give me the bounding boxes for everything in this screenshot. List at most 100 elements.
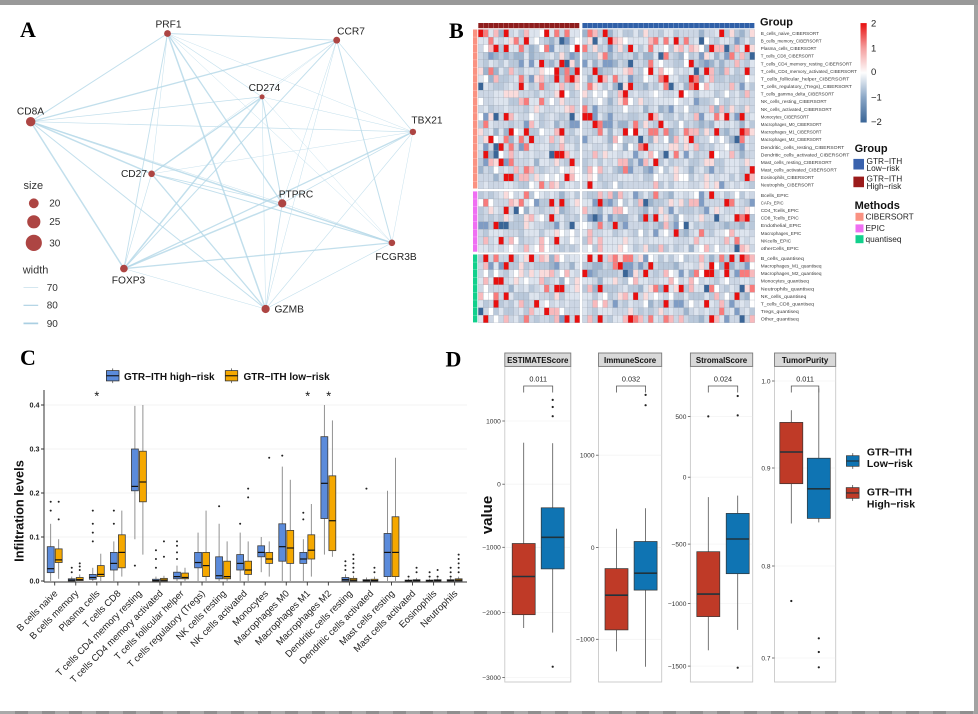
svg-text:*: * [326,390,331,404]
svg-text:FOXP3: FOXP3 [112,276,146,287]
svg-text:Dendritic_cells_activated_CIBE: Dendritic_cells_activated_CIBERSORT [761,152,850,157]
svg-text:ESTIMATEScore: ESTIMATEScore [507,356,569,365]
svg-text:0.2: 0.2 [30,488,40,497]
svg-text:−1000: −1000 [482,545,501,552]
svg-text:0.8: 0.8 [761,563,770,570]
svg-text:Other_quantiseq: Other_quantiseq [761,317,800,322]
svg-text:GTR−ITH: GTR−ITH [867,174,903,184]
svg-text:Dendritic_cells_resting_CIBERS: Dendritic_cells_resting_CIBERSORT [761,145,845,150]
svg-text:CD8A: CD8A [17,106,44,117]
svg-text:NK_cells_quantiseq: NK_cells_quantiseq [761,294,807,299]
svg-text:PTPRC: PTPRC [279,190,314,201]
svg-text:80: 80 [47,301,59,312]
svg-text:0.9: 0.9 [761,465,770,472]
svg-text:70: 70 [47,283,59,294]
svg-text:Monocytes_CIBERSORT: Monocytes_CIBERSORT [761,114,809,119]
svg-text:0: 0 [683,475,687,482]
svg-text:30: 30 [49,238,61,249]
svg-text:0: 0 [591,545,595,552]
svg-text:0: 0 [497,482,501,489]
svg-text:0.024: 0.024 [714,375,732,384]
svg-text:size: size [24,180,44,192]
svg-text:Macrophages_M2_CIBERSORT: Macrophages_M2_CIBERSORT [761,137,822,142]
svg-text:Macrophages_M1_CIBERSORT: Macrophages_M1_CIBERSORT [761,130,822,135]
svg-text:T_cells_CD8_quantiseq: T_cells_CD8_quantiseq [761,301,815,306]
svg-text:Neutrophils_CIBERSORT: Neutrophils_CIBERSORT [761,183,815,188]
svg-text:Low−risk: Low−risk [867,458,913,470]
svg-text:TBX21: TBX21 [411,116,442,127]
svg-text:High−risk: High−risk [867,181,903,191]
svg-text:D: D [446,347,462,372]
svg-text:−1000: −1000 [668,601,687,608]
svg-text:T_cells_CD8_CIBERSORT: T_cells_CD8_CIBERSORT [761,54,815,59]
svg-text:B: B [449,18,464,43]
svg-text:0.011: 0.011 [796,375,814,384]
svg-text:Bcells_EPIC: Bcells_EPIC [761,193,789,198]
svg-text:High−risk: High−risk [867,498,915,510]
svg-text:CD4_Tcells_EPIC: CD4_Tcells_EPIC [761,208,799,213]
svg-text:CD27: CD27 [121,169,147,180]
svg-text:T_cells_CD4_memory_activated_C: T_cells_CD4_memory_activated_CIBERSORT [761,69,858,74]
svg-text:Low−risk: Low−risk [867,163,901,173]
svg-text:20: 20 [49,199,61,210]
svg-text:2: 2 [871,19,876,30]
svg-text:C: C [20,345,36,370]
svg-text:GTR−ITH: GTR−ITH [867,486,912,498]
svg-text:0.0: 0.0 [30,576,40,585]
svg-text:Macrophages_M1_quantiseq: Macrophages_M1_quantiseq [761,263,822,268]
svg-text:FCGR3B: FCGR3B [375,252,417,263]
svg-text:0.7: 0.7 [761,655,770,662]
svg-text:GTR−ITH: GTR−ITH [867,446,912,458]
svg-text:−500: −500 [672,542,687,549]
svg-text:1000: 1000 [580,453,595,460]
svg-text:25: 25 [49,217,61,228]
svg-text:−1000: −1000 [576,637,595,644]
svg-text:B_cells_quantiseq: B_cells_quantiseq [761,256,805,261]
svg-text:0.3: 0.3 [30,444,40,453]
svg-text:−1500: −1500 [668,664,687,671]
svg-text:Group: Group [855,143,888,155]
svg-text:−1: −1 [871,93,882,104]
svg-text:ImmuneScore: ImmuneScore [604,356,657,365]
svg-text:−2000: −2000 [482,610,501,617]
svg-text:B_cells_memory_CIBERSORT: B_cells_memory_CIBERSORT [761,38,822,43]
svg-text:Eosinophils_CIBERSORT: Eosinophils_CIBERSORT [761,175,815,180]
svg-text:GTR−ITH high−risk: GTR−ITH high−risk [124,372,215,383]
svg-text:width: width [22,265,49,277]
svg-text:−2: −2 [871,117,882,128]
svg-text:CAFs_EPIC: CAFs_EPIC [761,200,784,205]
svg-text:Mast_cells_resting_CIBERSORT: Mast_cells_resting_CIBERSORT [761,160,832,165]
svg-text:1.0: 1.0 [761,378,770,385]
svg-text:T_cells_regulatory_(Tregs)_CIB: T_cells_regulatory_(Tregs)_CIBERSORT [761,84,852,89]
svg-text:500: 500 [675,414,686,421]
svg-text:GTR−ITH low−risk: GTR−ITH low−risk [244,372,331,383]
svg-text:*: * [305,390,310,404]
svg-text:Group: Group [760,17,793,29]
svg-text:quantiseq: quantiseq [866,234,902,244]
svg-text:Plasma_cells_CIBERSORT: Plasma_cells_CIBERSORT [761,46,817,51]
svg-text:T_cells_CD4_memory_resting_CIB: T_cells_CD4_memory_resting_CIBERSORT [761,61,852,66]
svg-text:1: 1 [871,44,876,55]
svg-text:Endothelial_EPIC: Endothelial_EPIC [761,223,801,228]
svg-text:Macrophages_EPIC: Macrophages_EPIC [761,231,801,236]
svg-text:Monocytes_quantiseq: Monocytes_quantiseq [761,279,810,284]
svg-text:A: A [20,17,36,42]
svg-text:Infiltration levels: Infiltration levels [12,460,27,562]
svg-text:0: 0 [871,67,876,78]
svg-text:GZMB: GZMB [275,305,305,316]
svg-text:Macrophages_M2_quantiseq: Macrophages_M2_quantiseq [761,271,822,276]
svg-text:StromalScore: StromalScore [696,356,748,365]
svg-text:T_cells_gamma_delta_CIBERSORT: T_cells_gamma_delta_CIBERSORT [761,92,835,97]
svg-text:1000: 1000 [486,418,501,425]
svg-text:*: * [94,390,99,404]
svg-text:value: value [479,496,496,534]
svg-text:T_cells_follicular_helper_CIBE: T_cells_follicular_helper_CIBERSORT [761,76,850,81]
svg-text:0.1: 0.1 [30,532,40,541]
svg-text:CD8_Tcells_EPIC: CD8_Tcells_EPIC [761,216,799,221]
svg-text:Methods: Methods [855,200,900,212]
svg-text:−3000: −3000 [482,675,501,682]
svg-text:Tregs_quantiseq: Tregs_quantiseq [761,309,800,314]
svg-text:TumorPurity: TumorPurity [782,356,829,365]
svg-text:otherCells_EPIC: otherCells_EPIC [761,246,799,251]
svg-text:90: 90 [47,319,59,330]
